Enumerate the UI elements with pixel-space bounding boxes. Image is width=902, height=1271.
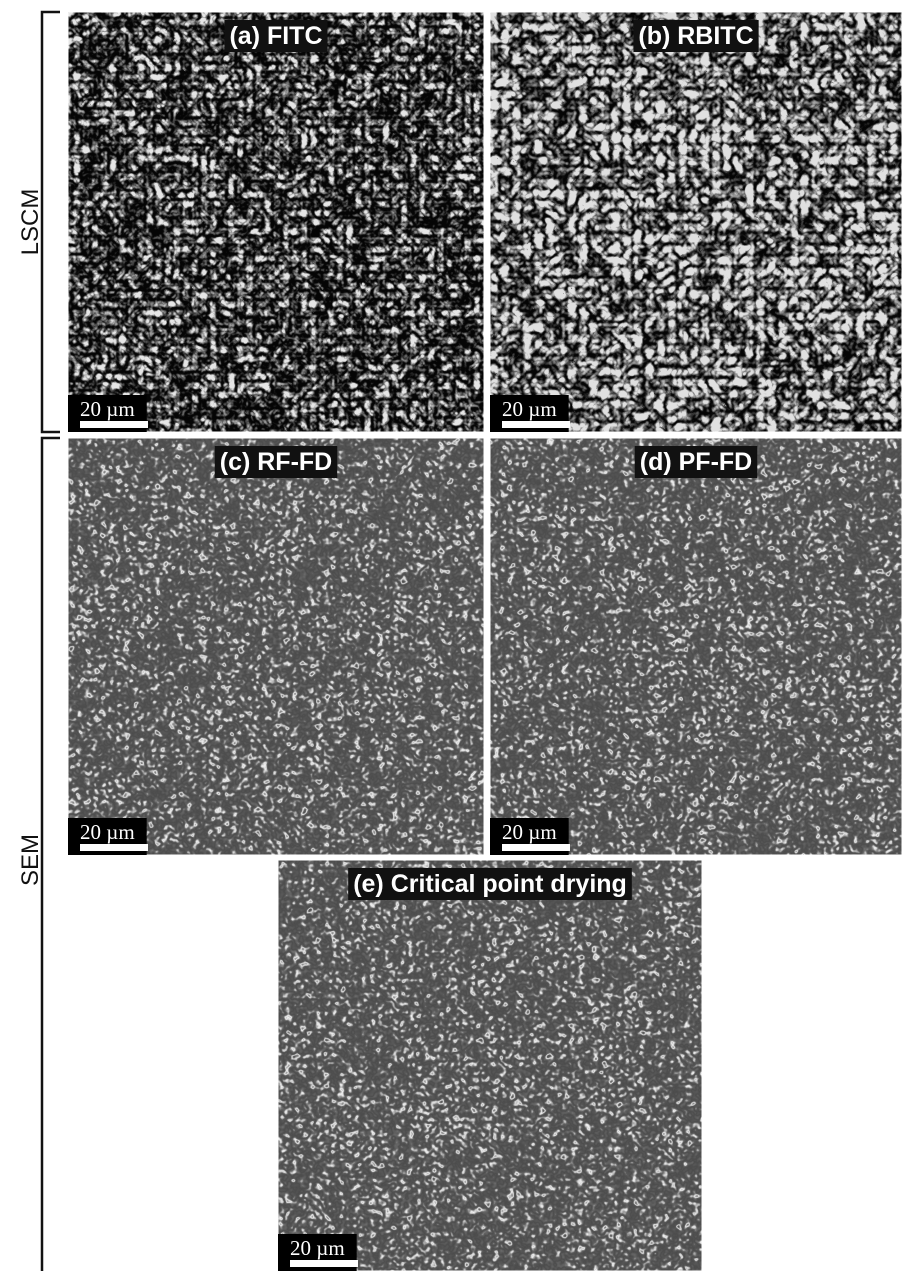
scale-bar-label: 20 µm — [80, 397, 135, 421]
scale-bar-label: 20 µm — [290, 1236, 345, 1260]
panel-label-background — [634, 446, 758, 478]
scale-bar — [290, 1260, 358, 1267]
side-label: LSCM — [17, 189, 44, 256]
micrograph-texture — [68, 438, 484, 855]
bracket — [40, 10, 60, 434]
micrograph-texture — [68, 12, 484, 432]
micrograph-panel: (a) FITC 20 µm — [67, 11, 485, 433]
micrograph-texture — [278, 860, 702, 1271]
panel-label-background — [348, 868, 632, 900]
micrograph-texture — [490, 438, 902, 855]
panel-label: (e) Critical point drying — [353, 870, 627, 898]
micrograph-panel: (b) RBITC 20 µm — [489, 11, 902, 433]
scale-bar — [80, 421, 148, 428]
scale-bar-label: 20 µm — [502, 820, 557, 844]
micrograph-panel: (e) Critical point drying 20 µm — [277, 859, 703, 1271]
panel-label-background — [214, 446, 338, 478]
micrograph-border — [67, 11, 485, 433]
scale-bar — [502, 421, 570, 428]
side-label: SEM — [17, 834, 44, 886]
micrograph-border — [67, 437, 485, 856]
scale-bar — [80, 844, 148, 851]
bracket — [40, 436, 60, 1271]
micrograph-border — [489, 437, 902, 856]
micrograph-texture — [490, 12, 902, 432]
panels: (a) FITC 20 µm (b) RBITC 20 µm (c) RF-FD 20 µ… — [67, 11, 902, 1271]
panel-label: (a) FITC — [229, 22, 322, 50]
scale-bar — [502, 844, 570, 851]
scale-bar-label: 20 µm — [502, 397, 557, 421]
panel-label-background — [224, 20, 328, 52]
panel-label: (b) RBITC — [638, 22, 753, 50]
micrograph-border — [277, 859, 703, 1271]
panel-label: (c) RF-FD — [220, 448, 332, 476]
micrograph-panel: (d) PF-FD 20 µm — [489, 437, 902, 856]
micrograph-border — [489, 11, 902, 433]
panel-label: (d) PF-FD — [640, 448, 752, 476]
scale-bar-label: 20 µm — [80, 820, 135, 844]
micrograph-panel: (c) RF-FD 20 µm — [67, 437, 485, 856]
panel-label-background — [633, 20, 759, 52]
